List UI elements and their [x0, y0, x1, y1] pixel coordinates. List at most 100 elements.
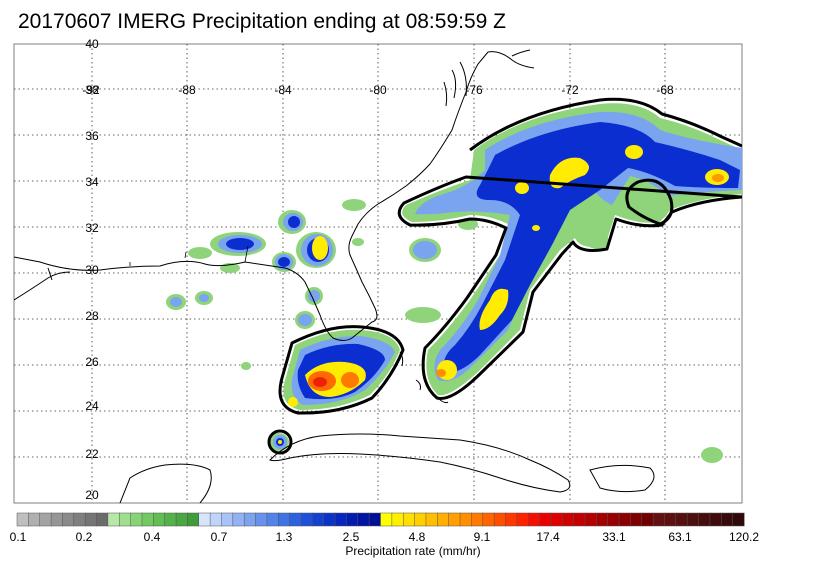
- colorbar-swatch: [425, 512, 438, 527]
- colorbar-swatch: [243, 512, 257, 527]
- colorbar-swatch: [289, 512, 302, 527]
- colorbar-swatch: [675, 512, 688, 527]
- colorbar-swatch: [607, 512, 620, 527]
- colorbar-tick: 33.1: [602, 530, 626, 544]
- coastlines: [14, 49, 655, 503]
- colorbar-swatch: [493, 512, 506, 527]
- map-title: 20170607 IMERG Precipitation ending at 0…: [18, 10, 506, 33]
- lat-label: 30: [85, 263, 99, 277]
- colorbar-swatch: [516, 512, 529, 527]
- lon-label: -72: [561, 83, 579, 97]
- colorbar-tick: 0.1: [10, 530, 27, 544]
- colorbar-swatch: [380, 512, 393, 527]
- colorbar-swatch: [84, 512, 98, 527]
- precip-contour: [267, 97, 742, 455]
- colorbar-swatch: [732, 512, 745, 527]
- colorbar-swatch: [721, 512, 734, 527]
- colorbar-swatch: [209, 512, 223, 527]
- colorbar-tick: 63.1: [668, 530, 692, 544]
- colorbar-tick: 4.8: [409, 530, 426, 544]
- lat-label: 26: [85, 355, 99, 369]
- colorbar-swatch: [73, 512, 86, 527]
- colorbar-tick: 120.2: [729, 530, 759, 544]
- colorbar-swatch: [562, 512, 575, 527]
- lat-label: 28: [85, 309, 99, 323]
- colorbar-swatch: [357, 512, 370, 527]
- colorbar-swatch: [187, 512, 200, 527]
- colorbar-swatch: [584, 512, 597, 527]
- colorbar-swatch: [573, 512, 586, 527]
- colorbar-tick: 9.1: [474, 530, 491, 544]
- colorbar-swatch: [164, 512, 177, 527]
- colorbar-swatch: [550, 512, 563, 527]
- lon-label: -76: [465, 83, 483, 97]
- colorbar-swatch: [28, 512, 41, 527]
- colorbar-swatch: [618, 512, 631, 527]
- colorbar-swatch: [175, 512, 188, 527]
- colorbar-swatch: [130, 512, 143, 527]
- colorbar-swatch: [448, 512, 461, 527]
- colorbar-swatch: [471, 512, 484, 527]
- longitude-labels: -92 -88 -84 -80 -76 -72 -68: [82, 83, 674, 97]
- colorbar-swatch: [482, 512, 495, 527]
- lat-label: 22: [85, 447, 99, 461]
- colorbar-swatch: [278, 512, 291, 527]
- lat-label: 36: [85, 129, 99, 143]
- lat-label: 32: [85, 221, 99, 235]
- colorbar-swatch: [323, 512, 336, 527]
- lon-label: -92: [82, 83, 100, 97]
- colorbar-swatch: [221, 512, 234, 527]
- colorbar-tick-labels: 0.1 0.2 0.4 0.7 1.3 2.5 4.8 9.1 17.4 33.…: [10, 530, 760, 544]
- colorbar-swatch: [402, 512, 416, 527]
- colorbar-swatch: [414, 512, 427, 527]
- borders: [129, 245, 249, 266]
- lon-label: -88: [178, 83, 196, 97]
- colorbar-swatch: [505, 512, 518, 527]
- lat-label: 40: [85, 37, 99, 51]
- very-intense-rain-areas: [278, 174, 724, 444]
- colorbar-swatch: [255, 512, 268, 527]
- colorbar-swatch: [232, 512, 245, 527]
- colorbar-swatch: [368, 512, 382, 527]
- colorbar: [16, 512, 745, 527]
- colorbar-swatch: [50, 512, 63, 527]
- lon-label: -80: [369, 83, 387, 97]
- colorbar-tick: 17.4: [536, 530, 560, 544]
- colorbar-swatch: [153, 512, 166, 527]
- colorbar-tick: 1.3: [276, 530, 293, 544]
- colorbar-swatch: [334, 512, 347, 527]
- colorbar-swatch: [709, 512, 722, 527]
- colorbar-swatch: [16, 512, 29, 527]
- colorbar-swatch: [652, 512, 666, 527]
- colorbar-swatch: [96, 512, 109, 527]
- lon-label: -68: [656, 83, 674, 97]
- colorbar-swatch: [39, 512, 52, 527]
- lat-label: 24: [85, 399, 99, 413]
- colorbar-label: Precipitation rate (mm/hr): [345, 544, 481, 558]
- lat-label: 38: [85, 83, 99, 97]
- colorbar-swatch: [300, 512, 313, 527]
- colorbar-tick: 0.7: [211, 530, 228, 544]
- colorbar-swatch: [346, 512, 359, 527]
- colorbar-swatch: [141, 512, 154, 527]
- colorbar-tick: 0.2: [76, 530, 93, 544]
- colorbar-swatch: [107, 512, 120, 527]
- lat-label: 34: [85, 175, 99, 189]
- colorbar-tick: 2.5: [343, 530, 360, 544]
- colorbar-swatch: [664, 512, 677, 527]
- colorbar-swatch: [62, 512, 75, 527]
- colorbar-swatch: [312, 512, 325, 527]
- colorbar-swatch: [527, 512, 541, 527]
- lon-label: -84: [274, 83, 292, 97]
- colorbar-swatch: [686, 512, 700, 527]
- colorbar-swatch: [539, 512, 552, 527]
- colorbar-swatch: [596, 512, 609, 527]
- colorbar-swatch: [698, 512, 711, 527]
- colorbar-tick: 0.4: [144, 530, 161, 544]
- colorbar-swatch: [266, 512, 279, 527]
- colorbar-swatch: [391, 512, 404, 527]
- latitude-labels: 40 38 36 34 32 30 28 26 24 22 20: [85, 37, 99, 502]
- colorbar-swatch: [630, 512, 643, 527]
- colorbar-swatch: [641, 512, 654, 527]
